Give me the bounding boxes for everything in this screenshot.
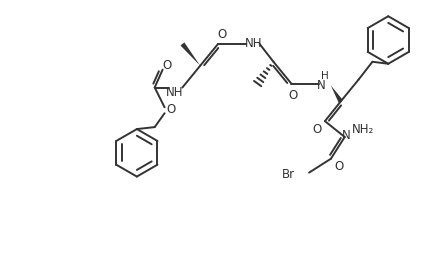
Text: O: O [312,123,322,135]
Text: O: O [166,103,175,116]
Text: N: N [316,79,325,92]
Text: N: N [342,128,351,141]
Text: O: O [217,27,227,41]
Text: NH: NH [166,86,183,99]
Text: O: O [162,59,171,72]
Polygon shape [331,85,343,103]
Text: Br: Br [282,168,295,181]
Text: NH: NH [245,38,263,50]
Text: NH₂: NH₂ [351,123,373,135]
Text: O: O [334,160,343,173]
Polygon shape [180,42,200,66]
Text: H: H [321,71,329,81]
Text: O: O [289,89,298,102]
